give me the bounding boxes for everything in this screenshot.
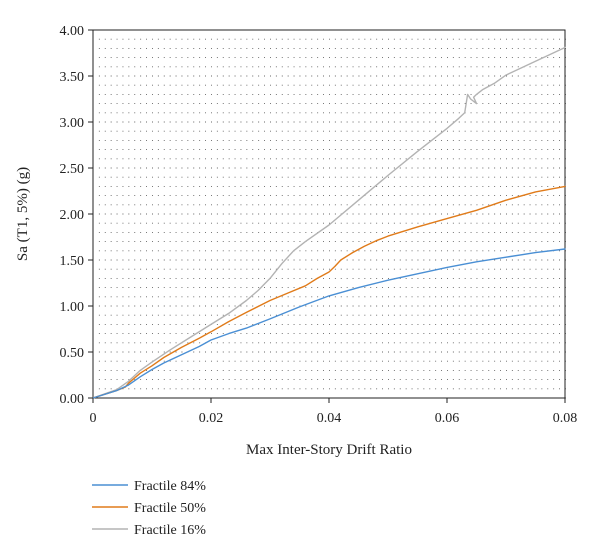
y-tick-label: 1.50	[60, 254, 85, 269]
y-tick-label: 3.50	[60, 70, 85, 85]
series-line-2	[92, 185, 566, 399]
grid-dot-pattern	[98, 38, 566, 399]
y-tick-label: 0.00	[60, 392, 85, 407]
series-line-1	[92, 248, 566, 399]
y-tick-label: 3.00	[60, 116, 85, 131]
y-tick-label: 4.00	[60, 24, 85, 39]
series-line-3	[92, 46, 566, 399]
legend-label: Fractile 84%	[134, 479, 206, 494]
legend: Fractile 84% Fractile 50% Fractile 16%	[92, 479, 206, 538]
x-tick-label: 0	[90, 411, 97, 426]
x-axis-ticks: 0 0.02 0.04 0.06 0.08	[90, 398, 578, 426]
y-tick-label: 1.00	[60, 300, 85, 315]
y-axis-ticks: 0.00 0.50 1.00 1.50 2.00 2.50 3.00 3.50 4.00	[60, 24, 93, 407]
grid-dots	[98, 38, 566, 399]
x-axis-title: Max Inter-Story Drift Ratio	[246, 442, 412, 458]
x-tick-label: 0.02	[199, 411, 224, 426]
y-tick-label: 2.00	[60, 208, 85, 223]
y-tick-label: 2.50	[60, 162, 85, 177]
x-tick-label: 0.08	[553, 411, 578, 426]
x-tick-label: 0.06	[435, 411, 460, 426]
legend-label: Fractile 16%	[134, 523, 206, 538]
x-tick-label: 0.04	[317, 411, 342, 426]
y-tick-label: 0.50	[60, 346, 85, 361]
series-layer	[92, 46, 566, 399]
legend-label: Fractile 50%	[134, 501, 206, 516]
y-axis-title: Sa (T1, 5%) (g)	[15, 167, 31, 261]
